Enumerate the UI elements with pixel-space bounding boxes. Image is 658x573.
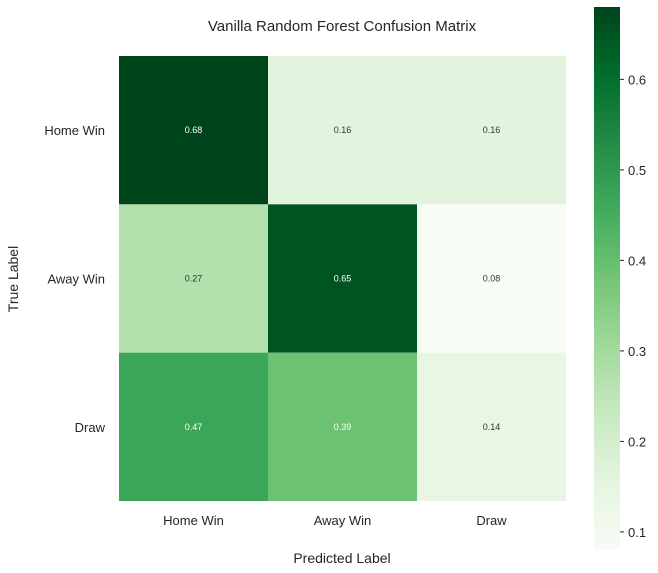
cell-value-label: 0.16 — [334, 125, 352, 135]
y-tick-labels: Home Win Away Win Draw — [44, 123, 105, 435]
cell-value-label: 0.47 — [185, 422, 203, 432]
heatmap-cell-r2-c2 — [417, 352, 566, 501]
y-axis-label: True Label — [5, 246, 21, 312]
x-axis-label: Predicted Label — [293, 550, 390, 566]
colorbar-tick-label: 0.5 — [628, 163, 646, 178]
colorbar: 0.1 0.2 0.3 0.4 0.5 0.6 — [594, 7, 646, 550]
y-tick-label: Home Win — [44, 123, 105, 138]
cell-value-label: 0.68 — [185, 125, 203, 135]
cell-value-label: 0.27 — [185, 274, 203, 284]
x-tick-label: Home Win — [163, 513, 224, 528]
x-tick-label: Away Win — [314, 513, 372, 528]
cell-value-label: 0.16 — [483, 125, 501, 135]
colorbar-tick-label: 0.3 — [628, 344, 646, 359]
heatmap-cell-r2-c1 — [268, 352, 417, 501]
cell-value-label: 0.65 — [334, 274, 352, 284]
colorbar-gradient — [594, 7, 620, 550]
cell-value-label: 0.39 — [334, 422, 352, 432]
colorbar-tick-label: 0.1 — [628, 525, 646, 540]
y-tick-label: Away Win — [47, 272, 105, 287]
heatmap-cell-r0-c1 — [268, 56, 417, 205]
heatmap-cell-r1-c2 — [417, 204, 566, 353]
cell-value-label: 0.14 — [483, 422, 501, 432]
colorbar-tick-label: 0.4 — [628, 253, 646, 268]
heatmap-cell-r0-c2 — [417, 56, 566, 205]
heatmap-cell-r0-c0 — [119, 56, 268, 205]
chart-title: Vanilla Random Forest Confusion Matrix — [208, 18, 477, 35]
cell-value-label: 0.08 — [483, 274, 501, 284]
heatmap-cell-r2-c0 — [119, 352, 268, 501]
heatmap-cells: 0.68 0.16 0.16 0.27 0.65 0.08 0.47 0.39 0.14 — [119, 56, 566, 501]
y-tick-label: Draw — [75, 420, 106, 435]
heatmap-cell-r1-c0 — [119, 204, 268, 353]
x-tick-label: Draw — [476, 513, 507, 528]
x-tick-labels: Home Win Away Win Draw — [163, 513, 507, 528]
colorbar-tick-label: 0.2 — [628, 434, 646, 449]
colorbar-tick-label: 0.6 — [628, 72, 646, 87]
heatmap-cell-r1-c1 — [268, 204, 417, 353]
